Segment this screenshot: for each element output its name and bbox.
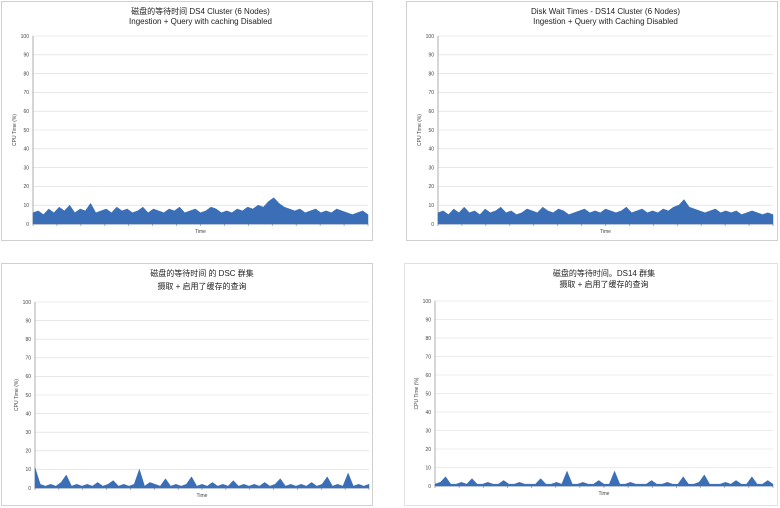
y-axis-label: CPU Time (%)	[414, 377, 420, 409]
y-tick-label: 90	[425, 317, 431, 323]
y-tick-label: 0	[28, 486, 31, 492]
chart-panel-ds4-cached-disabled: 磁盘的等待时间 DS4 Cluster (6 Nodes) Ingestion +…	[1, 1, 373, 241]
x-axis-label: Time	[599, 491, 610, 497]
chart-title: 磁盘的等待时间 的 DSC 群集	[150, 268, 254, 278]
y-tick-label: 70	[23, 90, 29, 96]
x-axis-label: Time	[197, 493, 208, 499]
y-axis-label: CPU Time (%)	[417, 114, 423, 146]
y-tick-label: 70	[428, 90, 434, 96]
y-tick-label: 60	[23, 109, 29, 115]
chart-subtitle: Ingestion + Query with Caching Disabled	[533, 17, 678, 26]
y-tick-label: 50	[25, 393, 31, 399]
y-tick-label: 10	[23, 203, 29, 209]
y-tick-label: 40	[23, 147, 29, 153]
y-tick-label: 0	[26, 222, 29, 228]
y-tick-label: 60	[425, 373, 431, 379]
y-tick-label: 40	[428, 147, 434, 153]
y-tick-label: 30	[425, 428, 431, 434]
y-tick-label: 80	[25, 337, 31, 343]
y-tick-label: 100	[426, 34, 435, 40]
chart-subtitle: Ingestion + Query with caching Disabled	[129, 17, 272, 26]
y-tick-label: 0	[431, 222, 434, 228]
y-axis-label: CPU Time (%)	[14, 379, 20, 411]
y-tick-label: 30	[23, 165, 29, 171]
y-tick-label: 50	[425, 391, 431, 397]
y-tick-label: 30	[428, 165, 434, 171]
y-tick-label: 60	[428, 109, 434, 115]
series-area	[32, 197, 369, 225]
chart-subtitle: 摄取 + 启用了缓存的查询	[157, 281, 246, 291]
y-tick-label: 30	[25, 430, 31, 436]
y-tick-label: 20	[25, 449, 31, 455]
y-tick-label: 40	[25, 411, 31, 417]
chart-title: Disk Wait Times - DS14 Cluster (6 Nodes)	[531, 7, 680, 16]
series-area	[437, 199, 774, 225]
y-tick-label: 60	[25, 374, 31, 380]
y-tick-label: 10	[428, 203, 434, 209]
x-axis-label: Time	[600, 229, 611, 235]
y-tick-label: 50	[23, 128, 29, 134]
y-tick-label: 10	[425, 465, 431, 471]
y-tick-label: 100	[21, 34, 30, 40]
chart-panel-dsc-cached-enabled: 磁盘的等待时间 的 DSC 群集 摄取 + 启用了缓存的查询 0 10 20 30 40 50…	[1, 263, 373, 506]
y-tick-label: 10	[25, 467, 31, 473]
y-tick-label: 20	[23, 184, 29, 190]
y-tick-label: 0	[428, 484, 431, 490]
y-tick-label: 50	[428, 128, 434, 134]
y-tick-label: 100	[423, 299, 432, 305]
series-area	[34, 467, 370, 489]
chart-title: 磁盘的等待时间。DS14 群集	[553, 268, 655, 278]
y-tick-label: 90	[428, 53, 434, 59]
chart-title: 磁盘的等待时间 DS4 Cluster (6 Nodes)	[131, 6, 270, 16]
y-tick-label: 80	[425, 336, 431, 342]
chart-svg: Disk Wait Times - DS14 Cluster (6 Nodes)…	[417, 7, 774, 235]
chart-subtitle: 摄取 + 启用了缓存的查询	[559, 279, 648, 289]
y-tick-label: 70	[425, 354, 431, 360]
y-tick-label: 40	[425, 410, 431, 416]
chart-panel-ds14-cached-disabled: Disk Wait Times - DS14 Cluster (6 Nodes)…	[406, 1, 778, 241]
y-tick-label: 80	[23, 71, 29, 77]
chart-svg: 磁盘的等待时间 DS4 Cluster (6 Nodes)Ingestion +…	[12, 6, 369, 235]
series-area	[434, 470, 774, 487]
y-axis-label: CPU Time (%)	[12, 114, 18, 146]
y-tick-label: 70	[25, 356, 31, 362]
y-tick-label: 90	[25, 318, 31, 324]
y-tick-label: 20	[425, 447, 431, 453]
y-tick-label: 90	[23, 53, 29, 59]
y-tick-label: 20	[428, 184, 434, 190]
y-tick-label: 100	[23, 300, 32, 306]
x-axis-label: Time	[195, 229, 206, 235]
chart-panel-ds14-cached-enabled: 磁盘的等待时间。DS14 群集 摄取 + 启用了缓存的查询 0 10 20 30 40 50 6…	[404, 263, 778, 506]
y-tick-label: 80	[428, 71, 434, 77]
